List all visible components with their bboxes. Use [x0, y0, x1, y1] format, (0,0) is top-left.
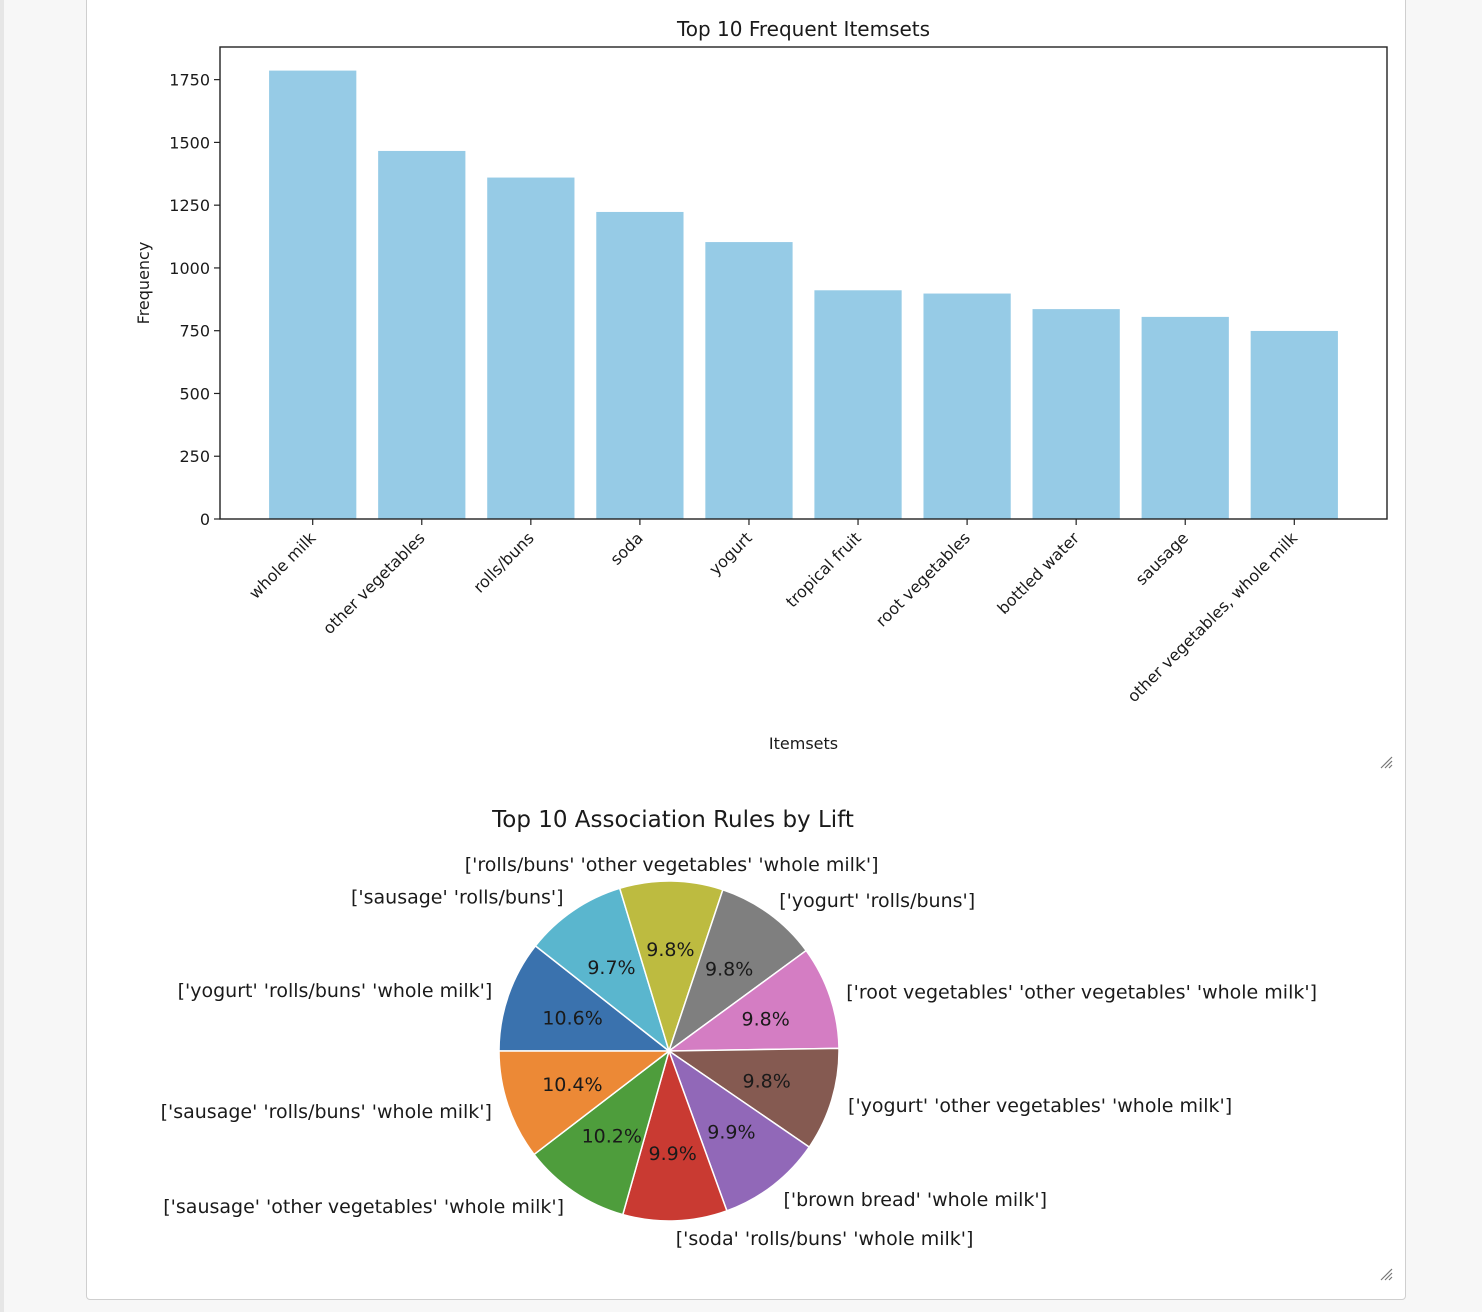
- pie-slice-percent: 10.2%: [582, 1125, 642, 1147]
- pie-slice: [498, 944, 672, 1052]
- pie-chart-marks: 10.6% ['yogurt' 'rolls/buns' 'whole milk'…: [161, 854, 1317, 1250]
- bar: [1032, 309, 1120, 519]
- pie-slice-percent: 9.8%: [646, 939, 694, 961]
- pie-slice-label: ['yogurt' 'other vegetables' 'whole milk…: [848, 1095, 1232, 1117]
- y-tick-label: 750: [179, 322, 210, 341]
- x-tick-label: soda: [606, 528, 646, 568]
- pie-slice: [666, 949, 840, 1052]
- bar: [1141, 316, 1229, 519]
- bar: [378, 150, 466, 519]
- bar: [705, 242, 793, 519]
- pie-slice: [666, 1047, 840, 1149]
- y-tick-label: 500: [179, 384, 210, 403]
- pie-slice-label: ['yogurt' 'rolls/buns' 'whole milk']: [178, 980, 493, 1002]
- pie-slice: [533, 1049, 671, 1216]
- pie-slice: [667, 1049, 811, 1212]
- pie-slice-label: ['sausage' 'other vegetables' 'whole mil…: [163, 1196, 564, 1218]
- x-tick-label: whole milk: [245, 528, 320, 603]
- pie-slice-percent: 10.4%: [542, 1074, 602, 1096]
- pie-slice: [618, 880, 724, 1054]
- x-tick-label: tropical fruit: [782, 528, 865, 611]
- bar: [487, 177, 575, 519]
- y-tick-label: 1250: [169, 196, 210, 215]
- y-tick-label: 1000: [169, 259, 210, 278]
- y-tick-label: 1750: [169, 71, 210, 90]
- x-tick-label: root vegetables: [872, 528, 974, 630]
- bar-chart-title: Top 10 Frequent Itemsets: [676, 17, 930, 41]
- x-tick-label: rolls/buns: [469, 528, 537, 596]
- pie-slice: [667, 888, 808, 1053]
- pie-slice-label: ['sausage' 'rolls/buns' 'whole milk']: [161, 1101, 492, 1123]
- pie-chart-title: Top 10 Association Rules by Lift: [491, 807, 854, 833]
- pie-slice: [498, 1050, 672, 1156]
- bar-chart-output: Top 10 Frequent Itemsets Frequency Items…: [87, 0, 1405, 777]
- pie-slice-percent: 10.6%: [542, 1008, 602, 1030]
- pie-slice-label: ['soda' 'rolls/buns' 'whole milk']: [676, 1228, 974, 1250]
- bar: [1250, 330, 1338, 519]
- y-tick-label: 250: [179, 447, 210, 466]
- pie-slice-percent: 9.8%: [743, 1070, 791, 1092]
- pie-slice-label: ['sausage' 'rolls/buns']: [351, 887, 564, 909]
- notebook-output-cell: Top 10 Frequent Itemsets Frequency Items…: [86, 0, 1406, 1300]
- bar-chart-y-axis-label: Frequency: [134, 242, 153, 325]
- page-left-edge: [0, 0, 4, 1312]
- pie-slice-percent: 9.9%: [707, 1122, 755, 1144]
- x-tick-label: other vegetables: [319, 528, 429, 638]
- pie-slice-label: ['rolls/buns' 'other vegetables' 'whole …: [465, 854, 879, 876]
- y-tick-label: 0: [200, 510, 210, 529]
- bar-chart-plot-frame: [219, 46, 1388, 520]
- y-tick-label: 1500: [169, 133, 210, 152]
- bar: [269, 70, 357, 519]
- pie-slice-label: ['brown bread' 'whole milk']: [783, 1189, 1047, 1211]
- pie-chart: Top 10 Association Rules by Lift 10.6% ['…: [161, 807, 1317, 1250]
- pie-slice-percent: 9.9%: [649, 1143, 697, 1165]
- pie-slice-percent: 9.7%: [587, 957, 635, 979]
- bar: [814, 290, 902, 519]
- pie-slice: [534, 887, 671, 1054]
- bar-chart: Top 10 Frequent Itemsets Frequency Items…: [134, 17, 1388, 753]
- x-tick-label: bottled water: [993, 528, 1083, 618]
- resize-handle-icon[interactable]: [1379, 755, 1393, 769]
- x-tick-label: yogurt: [705, 528, 755, 578]
- bar-chart-x-axis-label: Itemsets: [769, 734, 838, 753]
- bar: [923, 293, 1011, 519]
- x-tick-label: sausage: [1132, 528, 1192, 588]
- pie-chart-output: Top 10 Association Rules by Lift 10.6% ['…: [87, 787, 1405, 1291]
- pie-slice-percent: 9.8%: [705, 959, 753, 981]
- bar: [596, 211, 684, 520]
- pie-slice-label: ['root vegetables' 'other vegetables' 'w…: [846, 981, 1317, 1003]
- resize-handle-icon[interactable]: [1379, 1267, 1393, 1281]
- pie-slice-percent: 9.8%: [742, 1009, 790, 1031]
- pie-slice-label: ['yogurt' 'rolls/buns']: [779, 890, 975, 912]
- pie-slice: [621, 1048, 728, 1222]
- x-tick-label: other vegetables, whole milk: [1124, 528, 1302, 706]
